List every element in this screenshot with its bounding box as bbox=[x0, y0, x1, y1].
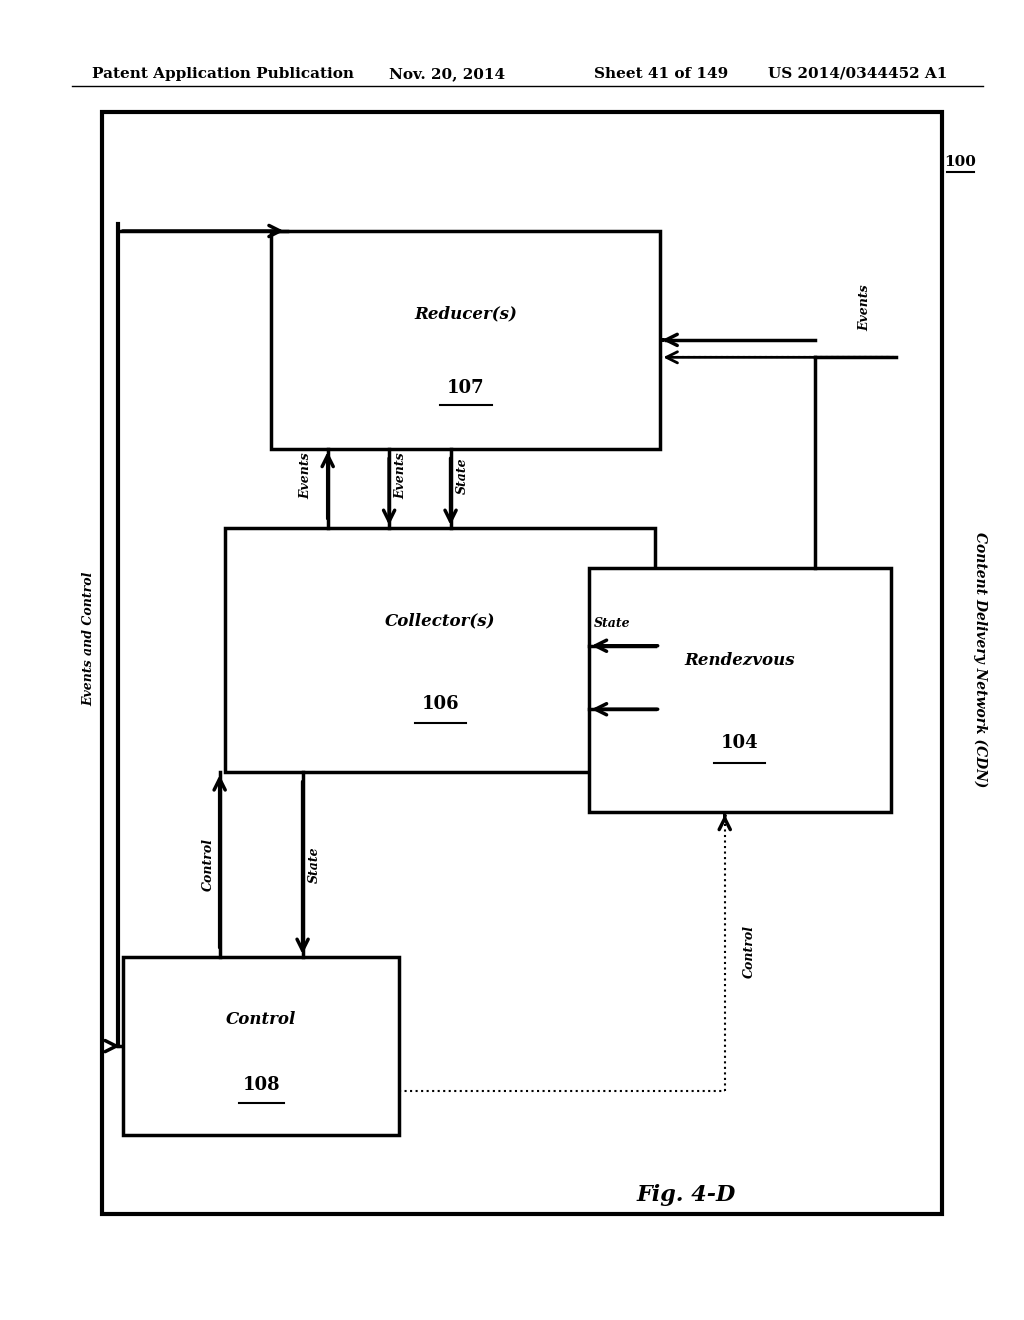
Text: Nov. 20, 2014: Nov. 20, 2014 bbox=[389, 67, 505, 81]
Text: Events: Events bbox=[299, 451, 312, 499]
Bar bbox=[589, 568, 891, 812]
Text: Control: Control bbox=[743, 925, 756, 978]
Text: Rendezvous: Rendezvous bbox=[684, 652, 796, 669]
Text: Control: Control bbox=[202, 838, 215, 891]
Text: 104: 104 bbox=[721, 734, 759, 752]
Text: State: State bbox=[456, 457, 469, 494]
Bar bbox=[271, 231, 660, 449]
Text: Content Delivery Network (CDN): Content Delivery Network (CDN) bbox=[973, 532, 987, 788]
Text: Reducer(s): Reducer(s) bbox=[415, 305, 517, 322]
Text: Fig. 4-D: Fig. 4-D bbox=[637, 1184, 735, 1205]
Text: Sheet 41 of 149: Sheet 41 of 149 bbox=[594, 67, 728, 81]
Text: US 2014/0344452 A1: US 2014/0344452 A1 bbox=[768, 67, 947, 81]
Text: Patent Application Publication: Patent Application Publication bbox=[92, 67, 354, 81]
Text: State: State bbox=[307, 846, 321, 883]
Text: State: State bbox=[594, 616, 630, 630]
Bar bbox=[123, 957, 399, 1135]
Text: 106: 106 bbox=[422, 694, 459, 713]
Text: 107: 107 bbox=[447, 379, 484, 397]
Text: Events: Events bbox=[394, 451, 408, 499]
Text: Control: Control bbox=[226, 1011, 296, 1028]
Text: 100: 100 bbox=[944, 156, 977, 169]
Text: Collector(s): Collector(s) bbox=[385, 612, 496, 630]
Bar bbox=[225, 528, 655, 772]
Text: 108: 108 bbox=[243, 1076, 280, 1094]
Bar bbox=[102, 112, 942, 1214]
Text: Events: Events bbox=[859, 284, 871, 331]
Text: Events and Control: Events and Control bbox=[83, 572, 95, 706]
